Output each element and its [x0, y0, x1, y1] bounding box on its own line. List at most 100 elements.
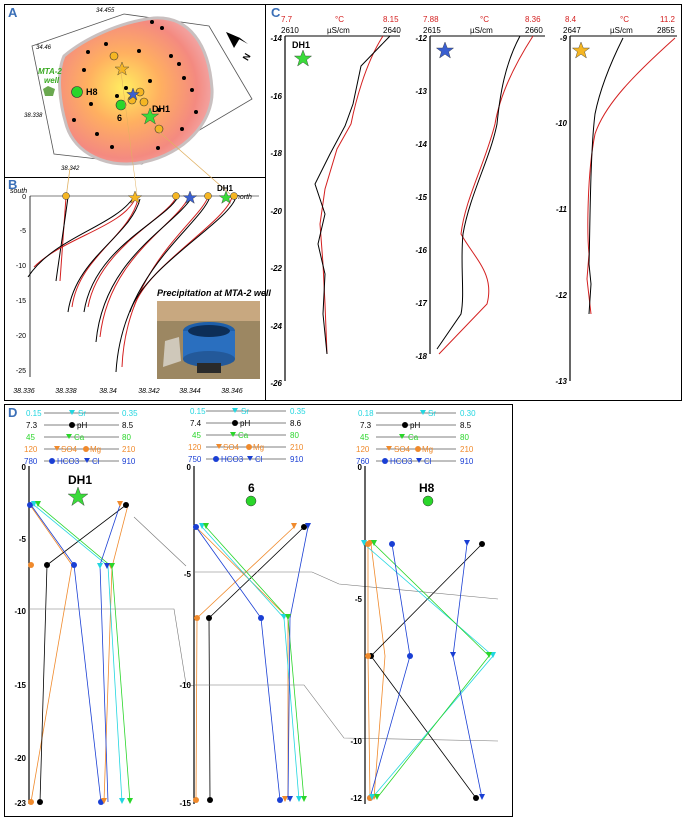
svg-text:80: 80: [290, 431, 299, 440]
svg-text:7.3: 7.3: [360, 421, 372, 430]
svg-text:Ca: Ca: [74, 433, 85, 442]
coord-label-4: 38.342: [61, 166, 80, 172]
panel-label-c: C: [271, 5, 281, 20]
svg-text:-16: -16: [415, 246, 427, 255]
coord-label-3: 38.338: [24, 113, 43, 119]
svg-text:910: 910: [460, 457, 474, 466]
panel-label-d: D: [8, 405, 18, 420]
svg-text:HCO3: HCO3: [390, 457, 413, 466]
mta2-well-marker: [43, 86, 55, 96]
svg-text:-13: -13: [555, 377, 567, 386]
profile-2: 7.88 °C 8.36 2615 µS/cm 2660 -12 -13 -14…: [415, 15, 545, 361]
svg-text:0: 0: [358, 463, 363, 472]
svg-text:-15: -15: [16, 298, 26, 305]
star-orange: [114, 61, 130, 76]
svg-text:2615: 2615: [423, 26, 441, 35]
svg-text:-12: -12: [555, 291, 567, 300]
svg-text:910: 910: [122, 457, 136, 466]
svg-text:Sr: Sr: [78, 409, 86, 418]
star-green-dh1: [140, 107, 160, 125]
svg-text:-12: -12: [350, 794, 362, 803]
profiles-temp-ec: 7.7 °C 8.15 2610 µS/cm 2640 -14 -16 -18 …: [270, 15, 677, 388]
site-h8-symbol: [422, 495, 434, 507]
svg-text:8.15: 8.15: [383, 15, 399, 24]
svg-text:-15: -15: [415, 193, 427, 202]
svg-text:38.336: 38.336: [13, 388, 35, 395]
chem-profile-6: 0.15 Sr 0.35 7.4 pH 8.6 45 Ca 80 120 SO4…: [179, 407, 311, 808]
svg-text:-20: -20: [270, 207, 282, 216]
svg-text:N: N: [241, 52, 253, 63]
label-north: north: [236, 194, 252, 201]
site-label-h8: H8: [86, 87, 98, 97]
coord-label-2: 34.46: [36, 45, 52, 51]
svg-text:2640: 2640: [383, 26, 401, 35]
svg-text:pH: pH: [240, 419, 250, 428]
svg-text:-5: -5: [20, 228, 26, 235]
svg-text:-13: -13: [415, 87, 427, 96]
svg-text:-20: -20: [16, 333, 26, 340]
sampling-grid-outline: [31, 13, 253, 165]
svg-text:-10: -10: [16, 263, 26, 270]
mta2-well-photo: [157, 301, 260, 379]
svg-text:38.344: 38.344: [179, 388, 201, 395]
coord-label-1: 34.455: [96, 8, 115, 14]
svg-text:°C: °C: [335, 15, 344, 24]
svg-text:-15: -15: [14, 681, 26, 690]
label-dh1: DH1: [217, 184, 234, 193]
svg-text:45: 45: [192, 431, 201, 440]
svg-text:Sr: Sr: [241, 407, 249, 416]
svg-text:-10: -10: [14, 607, 26, 616]
well-label-1: MTA-2: [38, 67, 62, 76]
svg-text:µS/cm: µS/cm: [470, 26, 493, 35]
section-well-markers: [62, 190, 238, 204]
svg-text:0.18: 0.18: [358, 409, 374, 418]
chem-title-6: 6: [248, 481, 255, 495]
svg-text:0.35: 0.35: [290, 407, 306, 416]
site-map: 34.455 34.46 38.338 38.342 MTA-2 well N …: [24, 8, 253, 172]
svg-text:0.30: 0.30: [460, 409, 476, 418]
svg-text:0: 0: [187, 463, 192, 472]
chem-title-dh1: DH1: [68, 473, 92, 487]
svg-text:210: 210: [122, 445, 136, 454]
chem-profile-h8: 0.18 Sr 0.30 7.3 pH 8.5 45 Ca 80 120 SO4…: [350, 409, 496, 804]
scales-6: 0.15 Sr 0.35 7.4 pH 8.6 45 Ca 80 120 SO4…: [188, 407, 306, 464]
svg-text:-10: -10: [555, 119, 567, 128]
svg-text:°C: °C: [480, 15, 489, 24]
svg-text:80: 80: [122, 433, 131, 442]
svg-text:SO4: SO4: [394, 445, 411, 454]
svg-text:0.35: 0.35: [122, 409, 138, 418]
svg-text:DH1: DH1: [292, 40, 310, 50]
photo-caption: Precipitation at MTA-2 well: [157, 288, 271, 298]
well-label-2: well: [44, 76, 60, 85]
svg-text:Cl: Cl: [255, 455, 263, 464]
svg-text:-17: -17: [415, 299, 427, 308]
svg-text:8.4: 8.4: [565, 15, 577, 24]
svg-text:-23: -23: [14, 799, 26, 808]
site-marker-orange-4: [139, 97, 149, 107]
scales-dh1: 0.15 Sr 0.35 7.3 pH 8.5 45 Ca 80 120 SO4…: [24, 409, 138, 466]
svg-text:µS/cm: µS/cm: [327, 26, 350, 35]
label-south: south: [10, 188, 27, 195]
site-marker-orange-2: [135, 87, 145, 97]
svg-text:SO4: SO4: [61, 445, 78, 454]
svg-text:SO4: SO4: [223, 443, 240, 452]
panel-d-frame: [4, 404, 513, 817]
svg-text:7.7: 7.7: [281, 15, 293, 24]
svg-text:-18: -18: [415, 352, 427, 361]
svg-text:780: 780: [24, 457, 38, 466]
svg-text:Cl: Cl: [424, 457, 432, 466]
svg-text:Ca: Ca: [408, 433, 419, 442]
borehole-profiles: [27, 196, 237, 373]
svg-text:HCO3: HCO3: [57, 457, 80, 466]
cross-section-chart: 0 -5 -10 -15 -20 -25 38.336 38.338 38.34…: [10, 184, 259, 395]
svg-text:11.2: 11.2: [660, 15, 676, 24]
svg-text:45: 45: [26, 433, 35, 442]
svg-text:-15: -15: [179, 799, 191, 808]
svg-text:-18: -18: [270, 149, 282, 158]
svg-text:Sr: Sr: [428, 409, 436, 418]
svg-text:8.5: 8.5: [460, 421, 472, 430]
svg-text:38.34: 38.34: [99, 388, 117, 395]
svg-text:-22: -22: [270, 264, 282, 273]
svg-text:120: 120: [356, 445, 370, 454]
svg-text:HCO3: HCO3: [221, 455, 244, 464]
